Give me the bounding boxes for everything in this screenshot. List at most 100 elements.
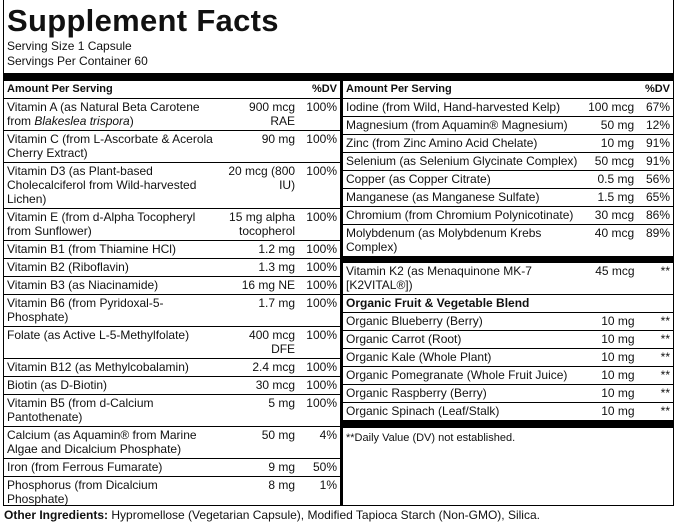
nutrient-name: Organic Carrot (Root)	[343, 330, 583, 349]
nutrient-name: Organic Raspberry (Berry)	[343, 384, 583, 403]
left-table: Amount Per Serving %DV Vitamin A (as Natur…	[4, 81, 340, 505]
amount: 9 mg	[222, 458, 299, 477]
nutrient-name: Chromium (from Chromium Polynicotinate)	[343, 206, 582, 225]
nutrient-name: Vitamin E (from d-Alpha Tocopheryl from …	[4, 208, 223, 241]
nutrient-name: Organic Spinach (Leaf/Stalk)	[346, 404, 500, 418]
daily-value: 91%	[637, 152, 673, 171]
thick-rule	[4, 73, 673, 81]
blend-title: Organic Fruit & Vegetable Blend	[343, 295, 673, 313]
nutrient-row: Vitamin B5 (from d-Calcium Pantothenate)…	[4, 394, 340, 427]
amount: 1.3 mg	[222, 258, 299, 277]
amount: 30 mcg	[582, 206, 638, 225]
nutrient-row: Vitamin B6 (from Pyridoxal-5-Phosphate) 1…	[4, 294, 340, 327]
nutrient-row: Organic Pomegranate (Whole Fruit Juice) 1…	[343, 366, 673, 385]
k2-table: Vitamin K2 (as Menaquinone MK-7 [K2VITAL…	[343, 263, 673, 295]
nutrient-row: Vitamin E (from d-Alpha Tocopheryl from …	[4, 208, 340, 241]
daily-value: 100%	[298, 240, 340, 259]
right-column: Amount Per Serving %DV Iodine (from Wild, …	[343, 81, 673, 505]
amount: 1.7 mg	[222, 294, 299, 327]
supplement-label: Supplement Facts Serving Size 1 Capsule …	[3, 0, 674, 506]
nutrient-row: Vitamin B3 (as Niacinamide) 16 mg NE 100%	[4, 276, 340, 295]
blend-title-row: Organic Fruit & Vegetable Blend	[343, 295, 673, 313]
nutrient-name: Molybdenum (as Molybdenum Krebs Complex)	[343, 224, 582, 257]
other-ingredients-text: Hypromellose (Vegetarian Capsule), Modif…	[111, 508, 540, 522]
daily-value: 100%	[298, 358, 340, 377]
daily-value: 1%	[298, 476, 340, 505]
amount: 8 mg	[222, 476, 299, 505]
nutrient-row: Iron (from Ferrous Fumarate) 9 mg 50%	[4, 458, 340, 477]
daily-value: 91%	[637, 134, 673, 153]
nutrient-name: Vitamin B2 (Riboflavin)	[4, 258, 223, 277]
other-ingredients-label: Other Ingredients:	[4, 508, 109, 522]
amount: 10 mg	[582, 348, 638, 367]
nutrient-name: Biotin (as D-Biotin)	[4, 376, 223, 395]
daily-value: 100%	[298, 276, 340, 295]
nutrient-row: Zinc (from Zinc Amino Acid Chelate) 10 mg…	[343, 134, 673, 153]
nutrient-row: Vitamin B1 (from Thiamine HCl) 1.2 mg 100%	[4, 240, 340, 259]
nutrient-row: Vitamin B12 (as Methylcobalamin) 2.4 mcg 1…	[4, 358, 340, 377]
nutrient-name: Vitamin B1 (from Thiamine HCl)	[4, 240, 223, 259]
amount: 45 mcg	[582, 263, 638, 295]
servings-per-container: Servings Per Container 60	[7, 54, 148, 68]
nutrient-row: Chromium (from Chromium Polynicotinate) 3…	[343, 206, 673, 225]
nutrient-name: Folate (as Active L-5-Methylfolate)	[4, 326, 223, 359]
amount: 0.5 mg	[582, 170, 638, 189]
nutrient-name: Magnesium (from Aquamin® Magnesium)	[343, 116, 582, 135]
nutrient-name: Iron (from Ferrous Fumarate)	[4, 458, 223, 477]
nutrient-name: Vitamin K2 (as Menaquinone MK-7 [K2VITAL…	[343, 263, 583, 295]
nutrient-name: Selenium (as Selenium Glycinate Complex)	[343, 152, 582, 171]
daily-value: 56%	[637, 170, 673, 189]
daily-value: **	[637, 348, 673, 367]
nutrient-name: Zinc (from Zinc Amino Acid Chelate)	[343, 134, 582, 153]
daily-value: 4%	[298, 426, 340, 459]
header-dv: %DV	[298, 81, 340, 99]
header-row: Amount Per Serving %DV	[343, 81, 673, 99]
nutrient-row: Organic Kale (Whole Plant) 10 mg **	[343, 348, 673, 367]
daily-value: **	[637, 330, 673, 349]
nutrient-row: Organic Carrot (Root) 10 mg **	[343, 330, 673, 349]
amount: 50 mg	[582, 116, 638, 135]
nutrient-row: Magnesium (from Aquamin® Magnesium) 50 mg…	[343, 116, 673, 135]
daily-value: 100%	[298, 130, 340, 163]
nutrient-row: Organic Spinach (Leaf/Stalk) 10 mg **	[343, 403, 673, 421]
daily-value: 100%	[298, 294, 340, 327]
daily-value: 100%	[298, 376, 340, 395]
amount: 900 mcg RAE	[222, 98, 299, 131]
amount: 90 mg	[222, 130, 299, 163]
amount: 1.2 mg	[222, 240, 299, 259]
amount: 50 mg	[222, 426, 299, 459]
nutrient-name: Calcium (as Aquamin® from Marine Algae a…	[4, 426, 223, 459]
amount: 10 mg	[582, 312, 638, 331]
daily-value: 100%	[298, 394, 340, 427]
nutrient-row: Folate (as Active L-5-Methylfolate) 400 m…	[4, 326, 340, 359]
nutrient-row: Vitamin B2 (Riboflavin) 1.3 mg 100%	[4, 258, 340, 277]
name-part: Blakeslea trispora	[34, 114, 130, 128]
nutrient-row: Vitamin K2 (as Menaquinone MK-7 [K2VITAL…	[343, 263, 673, 295]
nutrient-name: Vitamin B3 (as Niacinamide)	[4, 276, 223, 295]
amount: 40 mcg	[582, 224, 638, 257]
amount: 10 mg	[582, 384, 638, 403]
amount: 16 mg NE	[222, 276, 299, 295]
daily-value: 100%	[298, 326, 340, 359]
amount: 2.4 mcg	[222, 358, 299, 377]
nutrient-name: Vitamin B6 (from Pyridoxal-5-Phosphate)	[4, 294, 223, 327]
nutrient-row: Organic Raspberry (Berry) 10 mg **	[343, 384, 673, 403]
amount: 400 mcg DFE	[222, 326, 299, 359]
nutrient-name: Vitamin D3 (as Plant-based Cholecalcifer…	[4, 162, 223, 209]
amount: 30 mcg	[222, 376, 299, 395]
footnote: **Daily Value (DV) not established.	[346, 432, 516, 444]
nutrient-name: Vitamin A (as Natural Beta Carotene from…	[4, 98, 223, 131]
header-amount: Amount Per Serving	[343, 81, 638, 99]
daily-value: **	[637, 263, 673, 295]
left-column: Amount Per Serving %DV Vitamin A (as Natur…	[4, 81, 343, 505]
header-dv: %DV	[637, 81, 673, 99]
daily-value: 50%	[298, 458, 340, 477]
nutrient-name: Iodine (from Wild, Hand-harvested Kelp)	[343, 98, 582, 117]
nutrient-name: Vitamin B5 (from d-Calcium Pantothenate)	[4, 394, 223, 427]
name-part: )	[129, 114, 134, 128]
daily-value: 12%	[637, 116, 673, 135]
daily-value: 67%	[637, 98, 673, 117]
nutrient-row: Iodine (from Wild, Hand-harvested Kelp) 1…	[343, 98, 673, 117]
nutrient-name: Organic Kale (Whole Plant)	[343, 348, 583, 367]
